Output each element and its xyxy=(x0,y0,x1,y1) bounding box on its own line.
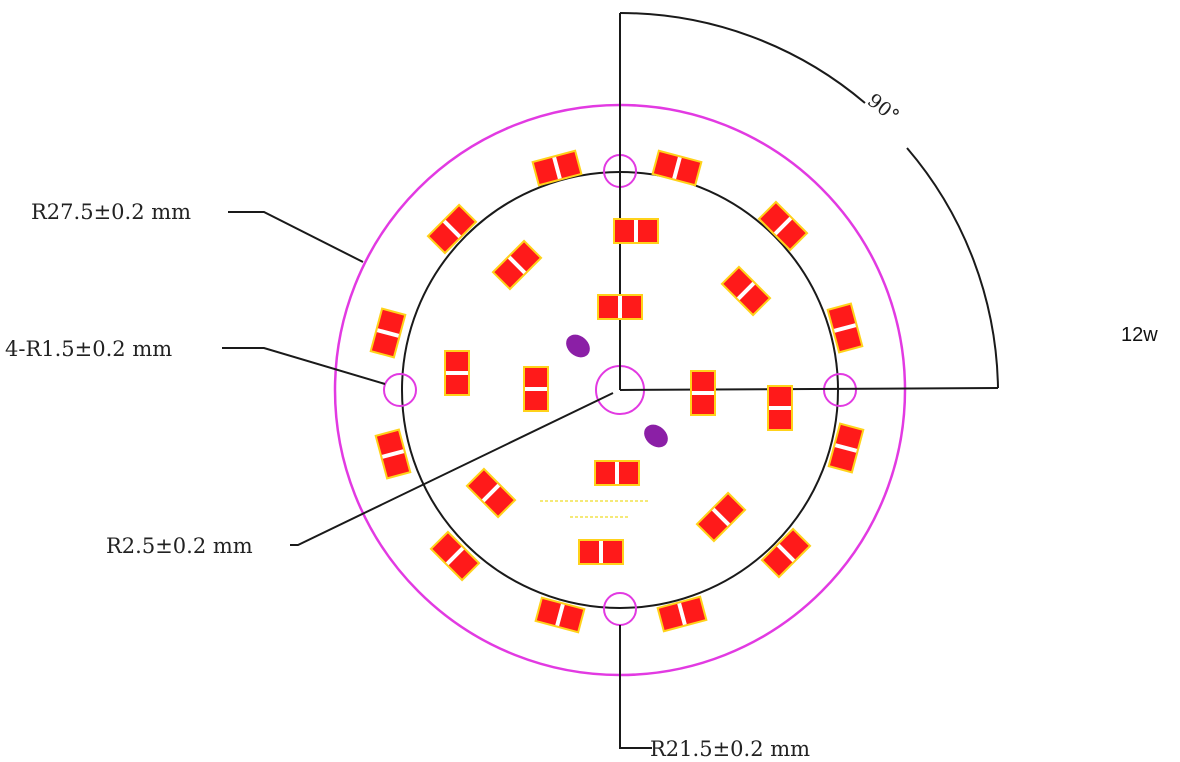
led-chip xyxy=(826,302,864,354)
led-chip xyxy=(429,530,481,582)
led-chip xyxy=(757,200,809,252)
led-chip xyxy=(491,239,543,291)
led-chip xyxy=(760,527,812,579)
component-upper xyxy=(566,334,590,358)
angle-arc-lower xyxy=(906,147,999,389)
led-chip xyxy=(597,294,643,320)
led-ring-radius-label: R21.5±0.2 mm xyxy=(650,737,810,761)
leader-outer-radius xyxy=(228,211,364,263)
component-lower xyxy=(644,424,668,448)
led-chip xyxy=(651,149,703,187)
led-chip xyxy=(690,370,716,416)
center-hole-label: R2.5±0.2 mm xyxy=(106,534,253,558)
leader-led-ring xyxy=(619,625,652,749)
led-chip xyxy=(578,539,624,565)
led-chip xyxy=(534,596,586,634)
angle-arc-upper xyxy=(619,11,866,104)
led-chip xyxy=(594,460,640,486)
leader-center-hole xyxy=(290,392,614,546)
outer-radius-label: R27.5±0.2 mm xyxy=(31,200,191,224)
mounting-holes-label: 4-R1.5±0.2 mm xyxy=(5,337,172,361)
led-chip xyxy=(720,265,772,317)
led-chip xyxy=(767,385,793,431)
led-chip xyxy=(695,491,747,543)
led-chip xyxy=(465,467,517,519)
leader-mounting-holes xyxy=(222,347,386,385)
led-chip xyxy=(523,366,549,412)
angle-label: 90° xyxy=(863,89,903,127)
mounting-hole-right xyxy=(823,373,857,407)
led-chip xyxy=(426,203,478,255)
angle-horizontal-line xyxy=(619,387,999,391)
led-chip xyxy=(613,218,659,244)
power-label: 12w xyxy=(1121,324,1158,346)
mounting-hole-left xyxy=(383,373,417,407)
led-chip xyxy=(374,428,412,480)
led-chip xyxy=(531,149,583,187)
led-chip xyxy=(827,422,865,474)
led-chip xyxy=(444,350,470,396)
led-chip xyxy=(369,307,407,359)
led-array xyxy=(369,149,865,634)
led-chip xyxy=(656,595,708,633)
